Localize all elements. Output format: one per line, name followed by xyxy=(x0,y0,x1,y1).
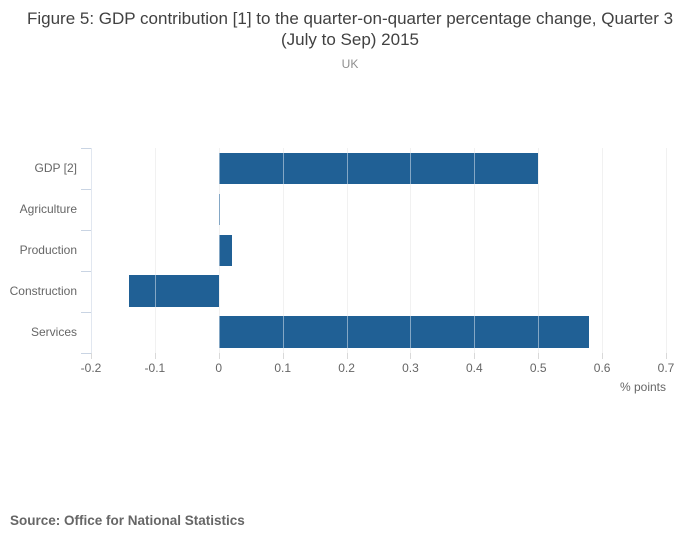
gridline xyxy=(474,148,476,353)
x-tick-label: 0.1 xyxy=(274,361,291,375)
x-tick-mark xyxy=(666,352,667,359)
gridline-overlay xyxy=(602,148,604,353)
x-tick-mark xyxy=(346,352,348,359)
category-label-agriculture: Agriculture xyxy=(19,202,77,217)
y-axis-tick xyxy=(81,188,91,190)
bar-production[interactable] xyxy=(218,234,232,266)
x-tick-label: 0.5 xyxy=(529,361,547,375)
category-label-services: Services xyxy=(30,325,77,340)
category-label-gdp-2: GDP [2] xyxy=(34,161,77,176)
x-tick-mark xyxy=(282,352,284,359)
gridline-overlay xyxy=(154,148,156,353)
gridline xyxy=(666,148,667,353)
x-tick-mark xyxy=(91,352,92,359)
gridline xyxy=(346,148,348,353)
y-axis-tick xyxy=(81,229,91,231)
x-tick-label: 0.4 xyxy=(465,361,483,375)
gridline xyxy=(538,148,540,353)
x-tick-label: -0.2 xyxy=(80,361,102,375)
gridline-overlay xyxy=(410,148,412,353)
y-axis-line xyxy=(91,148,92,353)
gridline-overlay xyxy=(218,148,220,353)
x-tick-label: 0 xyxy=(215,361,223,375)
source-note: Source: Office for National Statistics xyxy=(10,513,245,528)
chart-title-text: Figure 5: GDP contribution [1] to the qu… xyxy=(26,9,674,49)
chart-title: Figure 5: GDP contribution [1] to the qu… xyxy=(0,8,700,50)
y-axis-tick xyxy=(81,311,91,313)
y-axis-tick xyxy=(81,352,91,354)
gridline xyxy=(282,148,284,353)
x-tick-label: -0.1 xyxy=(144,361,166,375)
chart-subtitle: UK xyxy=(341,57,359,71)
gridline-overlay xyxy=(282,148,284,353)
gridline-overlay xyxy=(474,148,476,353)
gridline-overlay xyxy=(538,148,540,353)
gridline xyxy=(410,148,412,353)
bar-services[interactable] xyxy=(218,316,590,348)
horizontal-bar-chart: GDP [2] Agriculture Production Construction… xyxy=(9,148,675,394)
x-tick-mark xyxy=(602,352,604,359)
x-tick-mark xyxy=(218,352,220,359)
x-tick-label: 0.6 xyxy=(593,361,611,375)
x-axis-title: % points xyxy=(619,380,666,394)
x-tick-mark xyxy=(474,352,476,359)
bar-gdp-2[interactable] xyxy=(218,152,539,185)
x-tick-label: 0.2 xyxy=(338,361,355,375)
y-axis-tick xyxy=(81,270,91,272)
gridline-overlay xyxy=(666,148,667,353)
gridline-overlay xyxy=(346,148,348,353)
gridline-overlay xyxy=(91,148,92,353)
bar-agriculture[interactable] xyxy=(218,193,221,226)
category-label-construction: Construction xyxy=(9,284,77,299)
y-axis-tick xyxy=(81,148,91,149)
x-tick-mark xyxy=(410,352,412,359)
gridline xyxy=(154,148,156,353)
x-tick-label: 0.7 xyxy=(657,361,675,375)
x-tick-mark xyxy=(538,352,540,359)
x-tick-label: 0.3 xyxy=(402,361,419,375)
x-tick-mark xyxy=(154,352,156,359)
bar-construction[interactable] xyxy=(129,275,219,307)
category-label-production: Production xyxy=(19,243,77,258)
gridline xyxy=(602,148,604,353)
